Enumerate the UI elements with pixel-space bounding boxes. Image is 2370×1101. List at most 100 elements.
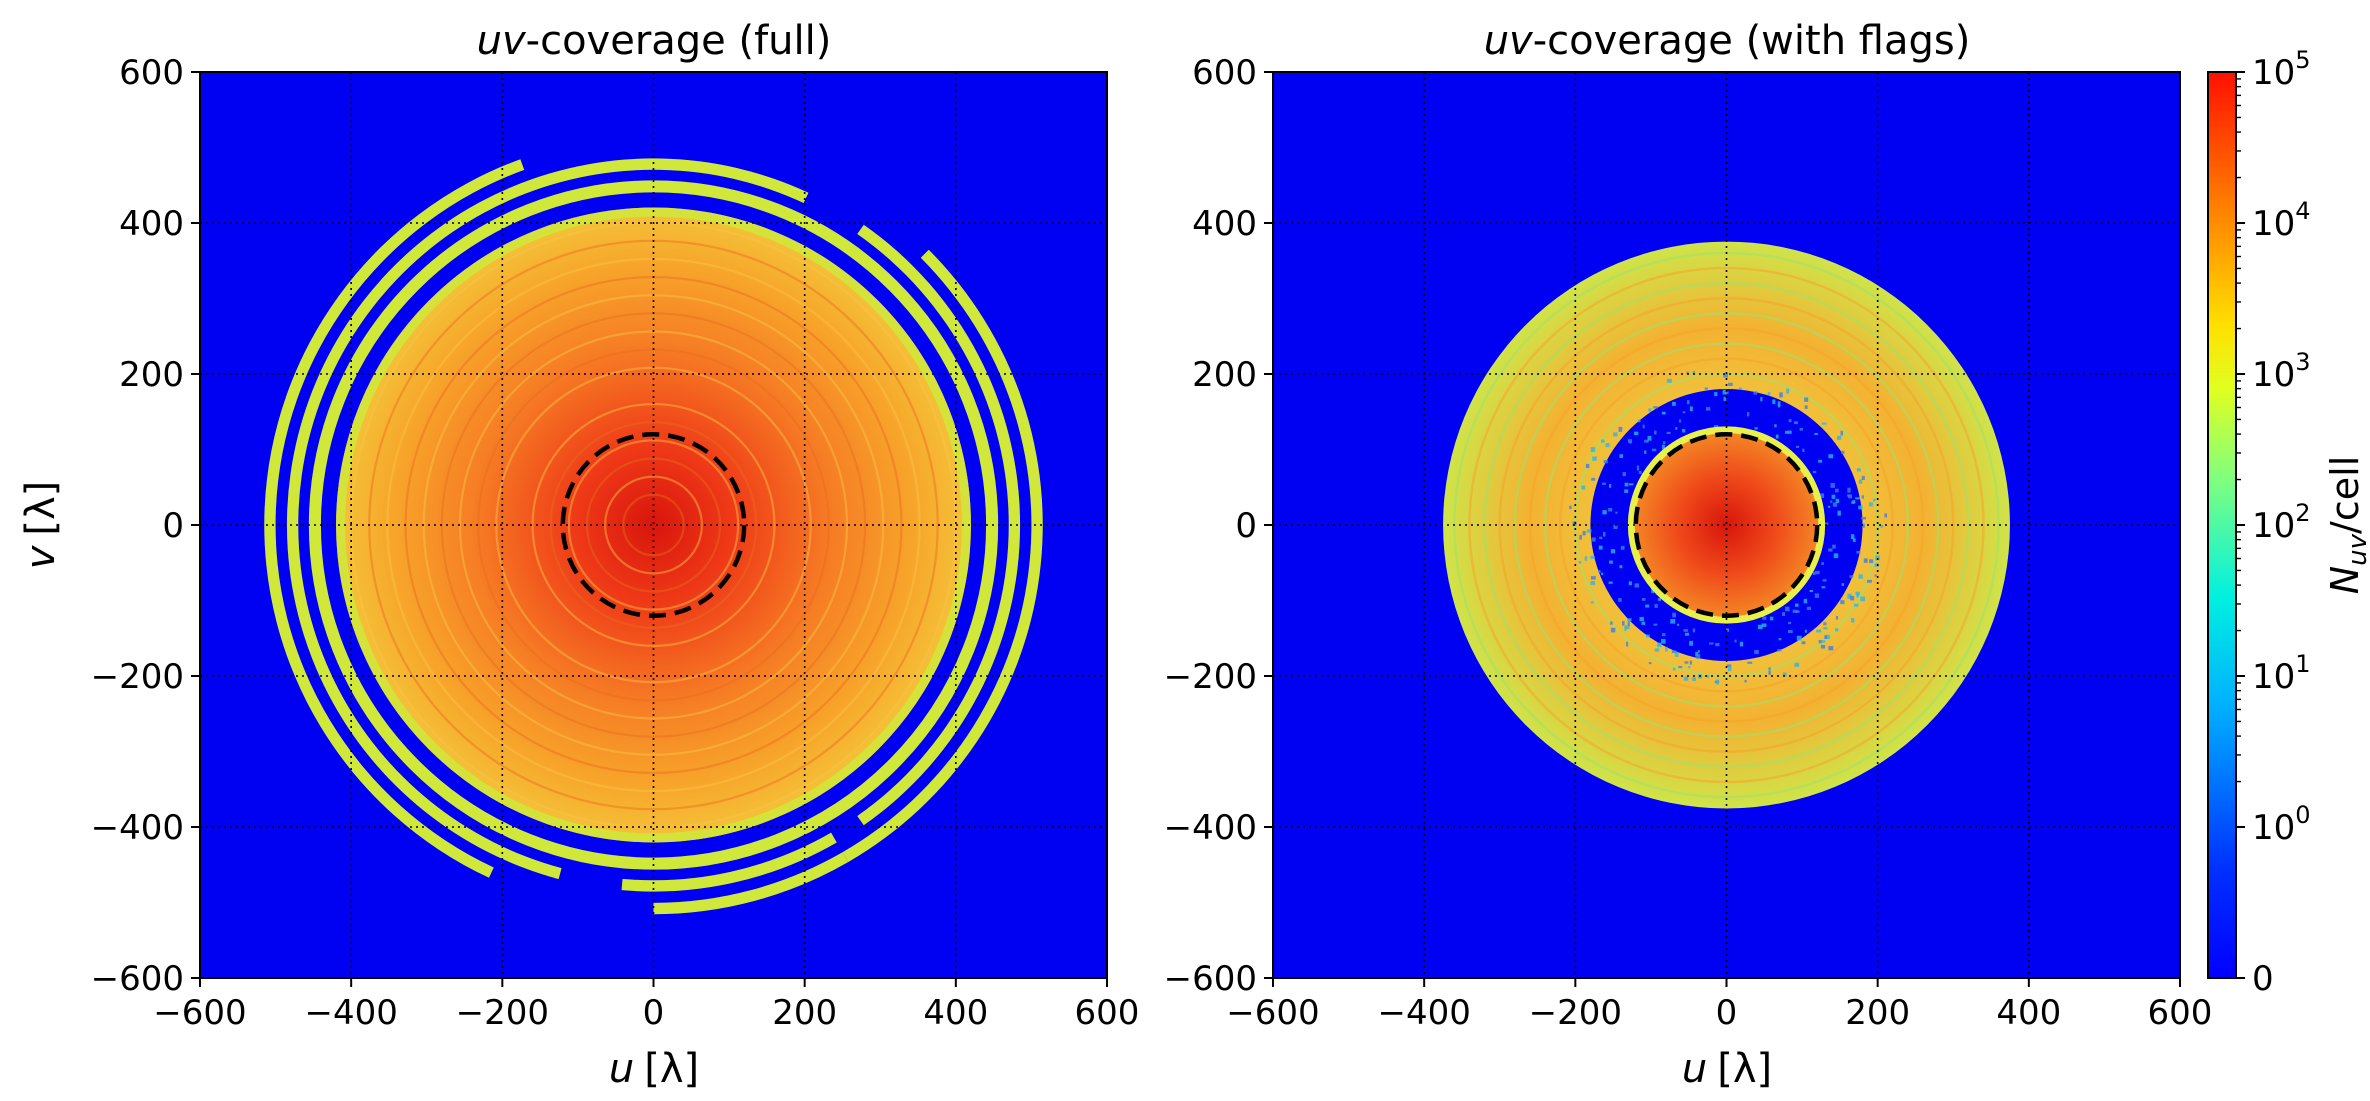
texture-ring [604,475,703,575]
speckle [1852,500,1856,504]
colorbar-ticks: 0 100 101 102 103 104 105 [2236,46,2311,999]
speckle [1624,489,1629,493]
speckle [1799,427,1803,431]
speckle [1824,635,1827,640]
speckle [1692,371,1696,374]
speckle [1822,579,1827,582]
speckle [1644,450,1647,454]
speckle [1624,482,1629,487]
speckle [1609,560,1613,564]
speckle [1654,648,1660,652]
speckle [1648,662,1652,665]
speckle [1850,618,1855,623]
speckle [1653,430,1657,435]
speckle [1723,396,1727,401]
speckle [1590,447,1596,453]
speckle [1609,484,1612,488]
speckle [1672,667,1676,671]
colorbar-gradient [2207,71,2237,979]
y-tick-label: 0 [1235,506,1257,546]
speckle [1677,623,1680,626]
speckle [1818,459,1823,463]
speckle [1778,405,1781,408]
speckle [1610,621,1613,625]
speckle [1585,463,1590,469]
speckle [1662,633,1666,637]
texture-ring [567,439,740,611]
x-tick-label: 0 [643,993,665,1033]
panel-flagged-coverage: uv-coverage (with flags) −600 −400 −200 0 20… [1164,18,2213,1092]
speckle [1754,427,1758,430]
speckle [1628,581,1632,586]
x-tick-label: 600 [1075,993,1140,1033]
y-tick-label: 200 [119,355,184,395]
speckle [1648,408,1652,412]
speckle [1825,634,1830,640]
y-tick-label: −600 [1164,959,1257,999]
speckle [1627,439,1633,443]
speckle [1592,456,1597,461]
speckle [1672,612,1676,618]
speckle [1761,623,1767,627]
speckle [1728,667,1732,672]
speckle [1641,621,1646,625]
speckle [1622,621,1625,626]
coverage-arc [842,249,1043,863]
y-axis-title: v[λ] [18,481,64,570]
speckle [1688,665,1691,669]
colorbar-tick-label: 105 [2252,46,2311,93]
y-tick-label: −200 [91,657,184,697]
speckle [1684,632,1690,636]
speckle [1856,550,1861,554]
speckle [1821,562,1824,565]
speckle [1713,425,1719,429]
disk-edge [336,207,971,843]
speckle [1803,598,1808,604]
speckle [1725,391,1729,395]
speckle [1624,625,1630,630]
speckle [1686,371,1689,375]
speckle [1820,644,1826,649]
y-tick-label: −400 [91,808,184,848]
speckle [1754,649,1759,655]
speckle [1785,430,1788,434]
speckle [1768,670,1771,675]
speckle [1626,641,1629,647]
speckle [1847,487,1851,493]
speckle [1715,642,1720,647]
speckle [1828,454,1834,459]
speckle [1642,424,1645,429]
speckle [1854,603,1859,607]
panel-title-full: uv-coverage (full) [477,18,832,64]
speckle [1840,430,1843,436]
speckle [1738,387,1743,390]
x-axis-title-right: u [λ] [1682,1046,1772,1092]
speckle [1644,439,1649,443]
speckle [1855,497,1860,500]
speckle [1835,628,1839,632]
speckle [1615,511,1618,514]
speckle [1840,600,1845,605]
y-axis-left: −600 −400 −200 0 200 400 600 [91,53,200,999]
speckle [1661,411,1666,415]
coverage-disk [336,207,971,843]
colorbar-tick-label: 104 [2252,197,2311,244]
speckle [1772,399,1776,405]
speckle [1836,616,1839,620]
speckle [1582,531,1586,536]
coverage-arc [621,832,837,892]
speckle [1841,450,1845,455]
y-tick-label: 200 [1192,355,1257,395]
colorbar-tick-label: 102 [2252,499,2311,546]
speckle [1692,677,1696,681]
speckle [1620,545,1625,550]
speckle [1678,419,1682,423]
speckle [1782,612,1786,617]
speckle [1647,435,1652,441]
speckle [1689,406,1693,412]
speckle [1793,421,1799,425]
speckle [1603,460,1608,464]
speckle [1869,502,1873,507]
speckle [1689,640,1694,646]
speckle [1602,531,1606,537]
